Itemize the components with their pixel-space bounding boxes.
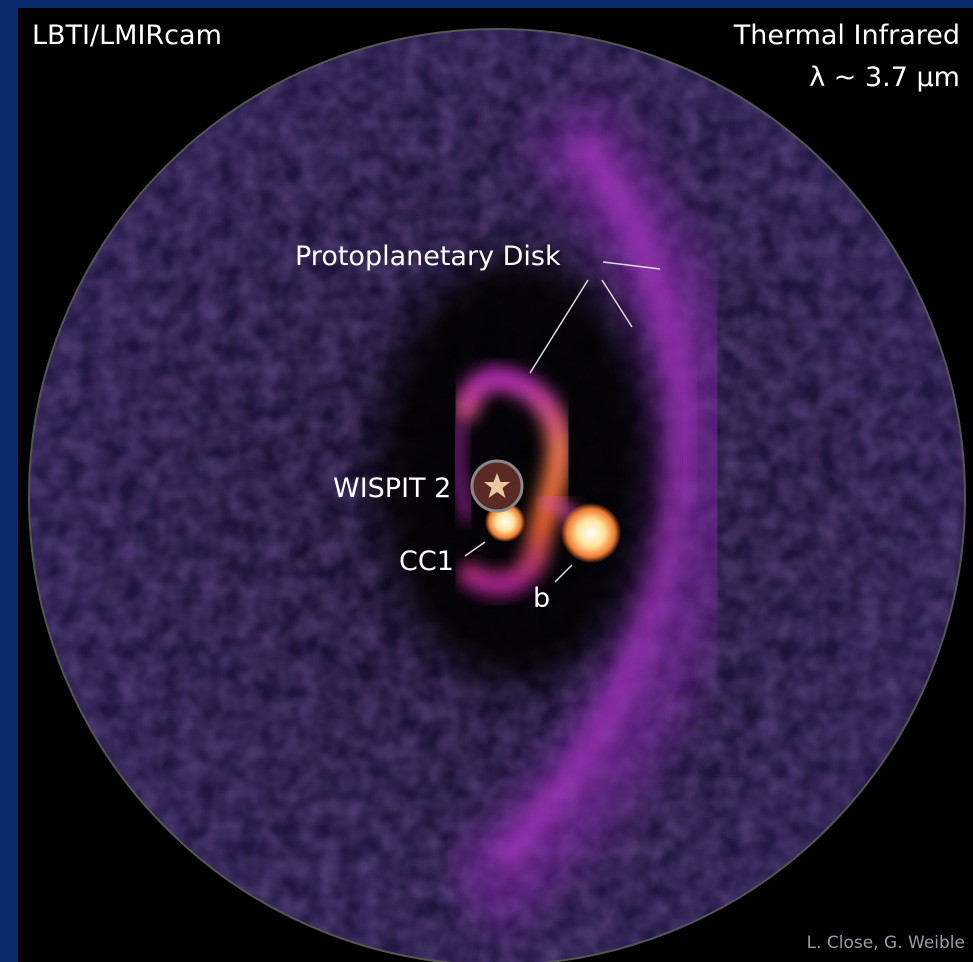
band-label: Thermal Infrared xyxy=(733,20,960,51)
wavelength-label: λ ~ 3.7 µm xyxy=(809,62,960,93)
credit: L. Close, G. Weible xyxy=(807,933,965,953)
instrument-label: LBTI/LMIRcam xyxy=(32,20,222,51)
star-label: WISPIT 2 xyxy=(333,473,451,504)
image: LBTI/LMIRcam Thermal Infrared λ ~ 3.7 µm… xyxy=(0,0,973,962)
companion-label: CC1 xyxy=(399,546,454,577)
disk-label: Protoplanetary Disk xyxy=(295,241,561,272)
planet-label: b xyxy=(533,583,550,614)
